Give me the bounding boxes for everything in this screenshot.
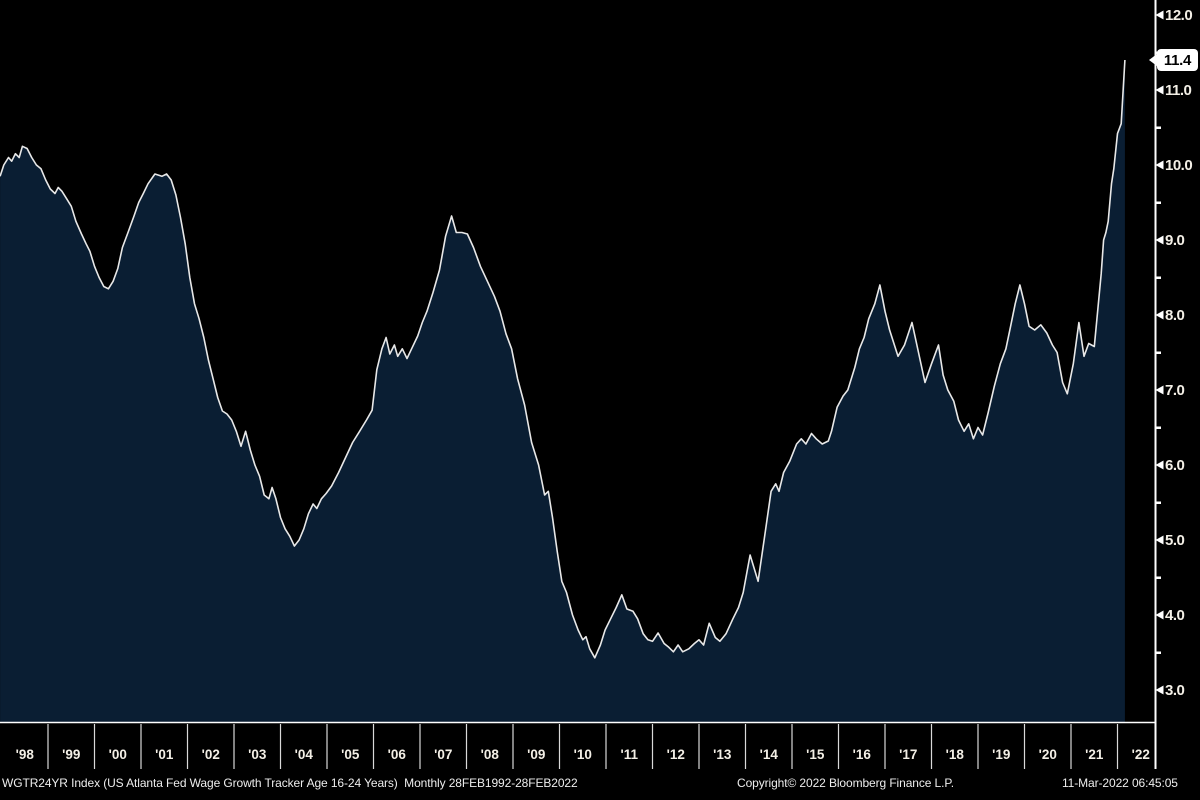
y-major-tick [1155,460,1164,470]
y-minor-tick [1155,351,1161,354]
y-axis-label: 5.0 [1165,532,1185,549]
y-major-tick [1155,385,1164,395]
status-datetime: 11-Mar-2022 06:45:05 [1062,776,1178,790]
x-axis-label: '01 [155,747,174,762]
y-major-tick [1155,160,1164,170]
x-axis-label: '16 [853,747,872,762]
x-axis-label: '14 [760,747,779,762]
x-axis-label: '12 [667,747,685,762]
status-security-description: WGTR24YR Index (US Atlanta Fed Wage Grow… [2,776,578,790]
y-major-tick [1155,535,1164,545]
last-value-label: 11.4 [1163,51,1192,69]
y-axis-label: 4.0 [1165,607,1185,624]
status-copyright: Copyright© 2022 Bloomberg Finance L.P. [737,776,954,790]
x-axis-label: '15 [806,747,825,762]
y-axis-label: 7.0 [1165,382,1185,399]
y-axis-label: 9.0 [1165,232,1185,249]
x-axis-label: '22 [1132,747,1150,762]
y-minor-tick [1155,126,1161,129]
y-minor-tick [1155,426,1161,429]
x-axis-label: '20 [1039,747,1057,762]
x-axis-label: '99 [62,747,80,762]
x-axis-label: '05 [341,747,360,762]
x-axis-label: '18 [946,747,965,762]
x-axis-label: '10 [574,747,592,762]
y-major-tick [1155,85,1164,95]
y-minor-tick [1155,201,1161,204]
x-axis-label: '09 [527,747,545,762]
x-axis-label: '21 [1085,747,1104,762]
x-axis-label: '13 [713,747,732,762]
x-axis-label: '02 [202,747,220,762]
y-minor-tick [1155,651,1161,654]
y-major-tick [1155,235,1164,245]
y-major-tick [1155,10,1164,20]
x-axis-label: '11 [621,747,639,762]
y-major-tick [1155,685,1164,695]
x-axis-label: '06 [388,747,407,762]
price-line [0,59,1126,659]
y-axis-label: 8.0 [1165,307,1185,324]
x-axis-label: '00 [109,747,127,762]
x-axis-label: '07 [434,747,452,762]
y-axis-label: 6.0 [1165,457,1185,474]
last-value-badge: 11.4 [1149,49,1198,71]
y-minor-tick [1155,276,1161,279]
y-major-tick [1155,610,1164,620]
x-axis-label: '08 [481,747,500,762]
y-minor-tick [1155,576,1161,579]
x-axis-label: '17 [899,747,917,762]
x-axis-label: '04 [295,747,314,762]
y-minor-tick [1155,501,1161,504]
x-axis-label: '19 [992,747,1010,762]
x-axis-label: '03 [248,747,267,762]
y-axis-label: 3.0 [1165,682,1185,699]
area-fill [0,60,1125,723]
wage-growth-area-chart[interactable]: 12.0 11.0 10.0 9.0 8.0 7.0 6.0 5.0 4.0 3.0 '98 '99 '… [0,0,1200,772]
y-axis-label: 11.0 [1165,82,1192,99]
x-axis-label: '98 [16,747,35,762]
status-bar: WGTR24YR Index (US Atlanta Fed Wage Grow… [0,772,1200,798]
y-axis-label: 12.0 [1165,7,1192,24]
y-axis-label: 10.0 [1165,157,1192,174]
y-major-tick [1155,310,1164,320]
